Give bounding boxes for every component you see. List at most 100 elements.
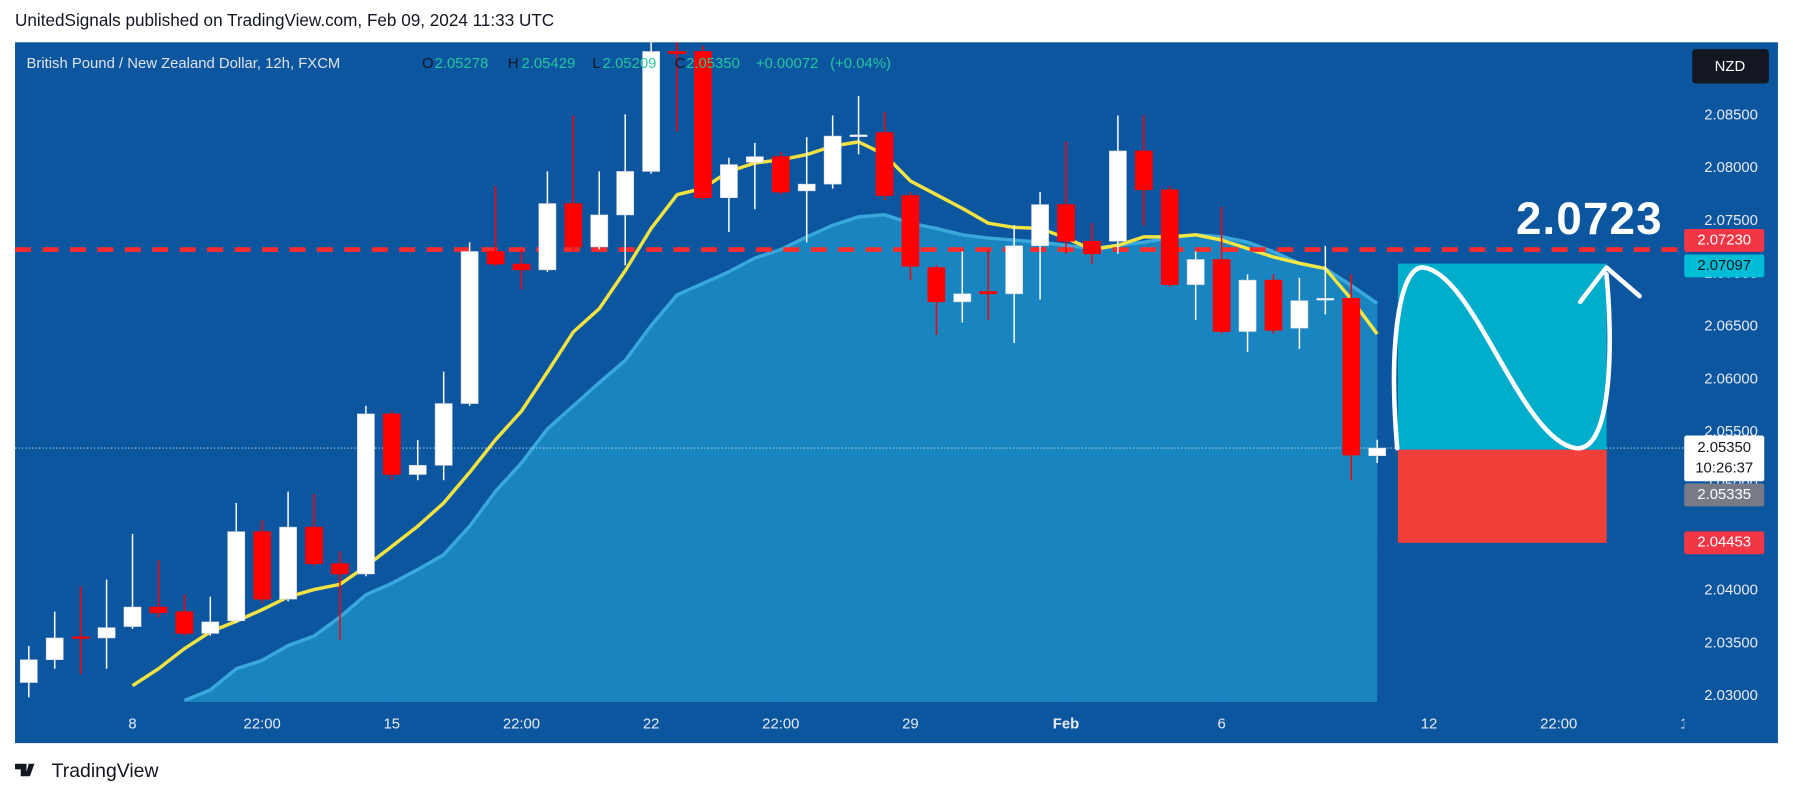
y-tick-label: 2.03000 bbox=[1704, 688, 1758, 704]
candle-body bbox=[149, 606, 168, 614]
legend-change-pct: (+0.04%) bbox=[830, 56, 891, 72]
stop-zone bbox=[1397, 449, 1607, 543]
target-price-label: 2.07097 bbox=[1697, 258, 1751, 274]
candle-body bbox=[408, 465, 427, 475]
candle-body bbox=[45, 637, 64, 661]
drawn-arrow-head bbox=[1577, 265, 1642, 305]
x-tick-label: 8 bbox=[128, 717, 136, 733]
candle-body bbox=[616, 171, 635, 216]
candle-body bbox=[823, 135, 842, 185]
entry-price-label: 2.05335 bbox=[1697, 487, 1751, 503]
candle-body bbox=[331, 563, 349, 575]
candle-body bbox=[1057, 204, 1075, 242]
entry-price-label-bg bbox=[1684, 483, 1765, 507]
level-price-label: 2.07230 bbox=[1697, 232, 1751, 248]
legend-value: 2.05350 bbox=[686, 56, 740, 72]
logo-mark bbox=[15, 763, 35, 777]
candle-body bbox=[253, 531, 272, 600]
legend-change: +0.00072 bbox=[756, 56, 818, 72]
last-price-box bbox=[1684, 435, 1765, 482]
stop-price-label: 2.04453 bbox=[1697, 535, 1751, 551]
x-tick-label: 22:00 bbox=[1540, 717, 1577, 733]
ohlc-legend: British Pound / New Zealand Dollar, 12h,… bbox=[26, 56, 890, 72]
candle-body bbox=[927, 267, 946, 303]
candle-body bbox=[512, 263, 531, 271]
y-tick-label: 2.08500 bbox=[1704, 107, 1758, 123]
countdown-label: 10:26:37 bbox=[1695, 461, 1753, 477]
candle-body bbox=[668, 51, 686, 54]
x-tick-label: 22:00 bbox=[244, 717, 281, 733]
candle-body bbox=[901, 195, 920, 267]
y-tick-label: 2.04000 bbox=[1704, 583, 1758, 599]
candle-body bbox=[1290, 300, 1309, 329]
x-tick-label: 19 bbox=[1680, 717, 1697, 733]
candle-body bbox=[1109, 150, 1127, 242]
candle-body bbox=[642, 51, 660, 172]
legend-symbol: British Pound / New Zealand Dollar, 12h,… bbox=[26, 56, 340, 72]
legend-key: O bbox=[422, 56, 434, 72]
candle-body bbox=[771, 156, 790, 193]
candle-body bbox=[1238, 279, 1257, 332]
candle-body bbox=[720, 164, 738, 199]
legend-key: C bbox=[675, 56, 686, 72]
ma-area bbox=[184, 214, 1378, 702]
currency-button[interactable] bbox=[1692, 49, 1769, 84]
stop-price-label-bg bbox=[1684, 531, 1765, 555]
x-tick-label: 22:00 bbox=[762, 717, 799, 733]
candle-body bbox=[357, 413, 375, 575]
level-price-label-bg bbox=[1684, 229, 1765, 252]
x-tick-label: 29 bbox=[902, 717, 919, 733]
candle-body bbox=[564, 203, 583, 248]
legend-value: 2.05209 bbox=[603, 56, 657, 72]
candle-body bbox=[797, 183, 816, 192]
candle-body bbox=[227, 531, 246, 622]
candle-body bbox=[434, 403, 453, 466]
axes: 2.030002.035002.040002.045002.050002.055… bbox=[1684, 107, 1765, 704]
x-tick-label: 6 bbox=[1217, 717, 1225, 733]
candle-body bbox=[538, 203, 557, 271]
candle-body bbox=[1264, 279, 1283, 331]
candle-body bbox=[97, 627, 116, 639]
candle-body bbox=[305, 526, 323, 564]
candle-body bbox=[1212, 259, 1231, 332]
x-tick-label: 22:00 bbox=[503, 717, 540, 733]
y-tick-label: 2.07500 bbox=[1704, 213, 1758, 229]
candle-body bbox=[875, 132, 894, 196]
drawn-curve bbox=[1391, 265, 1612, 451]
candle-body bbox=[1005, 245, 1024, 295]
candle-body bbox=[201, 621, 220, 634]
publish-header: UnitedSignals published on TradingView.c… bbox=[15, 10, 554, 30]
candle-body bbox=[175, 611, 194, 634]
target-price-label-bg bbox=[1684, 254, 1765, 278]
y-tick-label: 2.03500 bbox=[1704, 635, 1758, 651]
candle-body bbox=[460, 251, 479, 404]
legend-value: 2.05278 bbox=[435, 56, 489, 72]
candle-body bbox=[19, 659, 38, 683]
footer-brand: TradingView bbox=[52, 760, 160, 782]
candle-body bbox=[279, 526, 297, 600]
candle-body bbox=[979, 291, 998, 295]
x-tick-label: 22 bbox=[643, 717, 660, 733]
candle-body bbox=[1316, 298, 1335, 301]
time-axis: 8 22:00 15 22:00 22 22:00 29 Feb 6 12 22:00 19 bbox=[128, 701, 1697, 733]
plot-area: 2.0723 bbox=[15, 42, 1685, 702]
candle-body bbox=[1186, 259, 1205, 285]
level-annotation: 2.0723 bbox=[1516, 193, 1663, 244]
candle-body bbox=[590, 214, 609, 248]
candle-body bbox=[953, 293, 972, 303]
candle-body bbox=[382, 413, 401, 475]
tradingview-logo bbox=[15, 763, 35, 777]
last-price-label: 2.05350 bbox=[1697, 440, 1751, 456]
candle-body bbox=[1368, 447, 1387, 456]
target-zone bbox=[1397, 263, 1607, 450]
candle-body bbox=[1342, 298, 1361, 456]
candle-body bbox=[694, 51, 712, 199]
x-tick-label: 12 bbox=[1421, 717, 1438, 733]
candle-body bbox=[849, 134, 868, 137]
candle-body bbox=[1134, 150, 1153, 191]
candle-body bbox=[486, 251, 505, 265]
x-tick-label: 15 bbox=[384, 717, 401, 733]
candle-body bbox=[1031, 204, 1049, 247]
